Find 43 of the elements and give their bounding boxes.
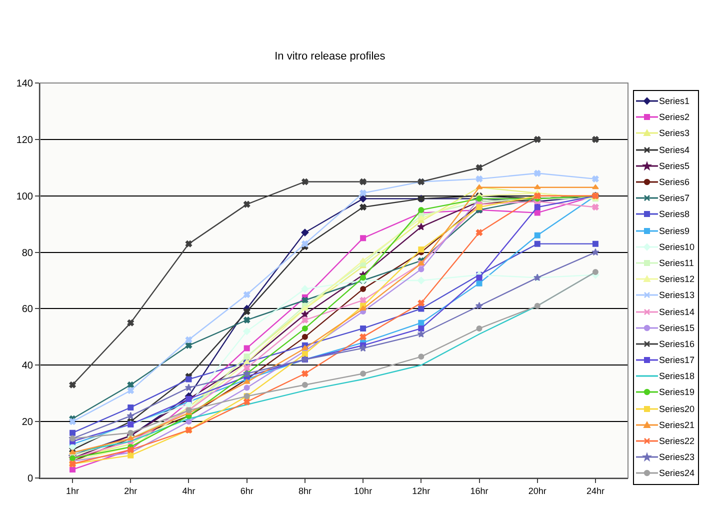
x-tick-label: 4hr (182, 486, 196, 496)
legend-label: Series9 (659, 226, 690, 236)
legend-label: Series23 (659, 452, 695, 462)
legend-label: Series4 (659, 144, 690, 155)
y-tick-label: 20 (22, 417, 34, 428)
y-tick-label: 140 (16, 78, 34, 90)
legend-label: Series5 (659, 160, 690, 171)
legend-label: Series18 (659, 371, 695, 382)
legend-label: Series24 (659, 468, 695, 478)
legend-label: Series1 (659, 96, 690, 106)
legend-label: Series7 (659, 193, 690, 204)
x-tick-label: 24hr (586, 486, 604, 496)
legend-label: Series8 (659, 209, 690, 220)
legend-label: Series19 (659, 387, 695, 398)
legend-label: Series12 (659, 274, 695, 284)
legend-label: Series3 (659, 128, 690, 138)
y-tick-label: 100 (16, 191, 34, 202)
legend-label: Series14 (659, 306, 695, 317)
y-tick-label: 120 (16, 134, 34, 146)
y-tick-label: 40 (22, 360, 34, 372)
legend-label: Series2 (659, 112, 690, 122)
x-tick-label: 6hr (240, 486, 254, 496)
legend-label: Series16 (659, 338, 695, 349)
legend-label: Series6 (659, 177, 690, 188)
y-tick-label: 0 (27, 474, 34, 484)
legend-label: Series15 (659, 322, 695, 333)
x-tick-label: 10hr (354, 486, 372, 496)
x-tick-label: 1hr (66, 486, 80, 496)
legend-label: Series10 (659, 242, 695, 252)
y-tick-label: 80 (22, 248, 34, 259)
legend-label: Series17 (659, 355, 695, 366)
legend-label: Series11 (659, 258, 694, 268)
legend-label: Series20 (659, 404, 695, 414)
legend-label: Series13 (659, 290, 695, 300)
x-tick-label: 12hr (412, 486, 430, 496)
x-tick-label: 2hr (124, 486, 138, 496)
x-tick-label: 8hr (298, 486, 312, 496)
x-tick-label: 20hr (528, 486, 546, 496)
legend-label: Series22 (659, 436, 695, 446)
x-tick-label: 16hr (470, 486, 488, 496)
y-tick-label: 60 (22, 304, 34, 316)
legend-label: Series21 (659, 420, 695, 430)
chart-title: In vitro release profiles (274, 50, 386, 62)
